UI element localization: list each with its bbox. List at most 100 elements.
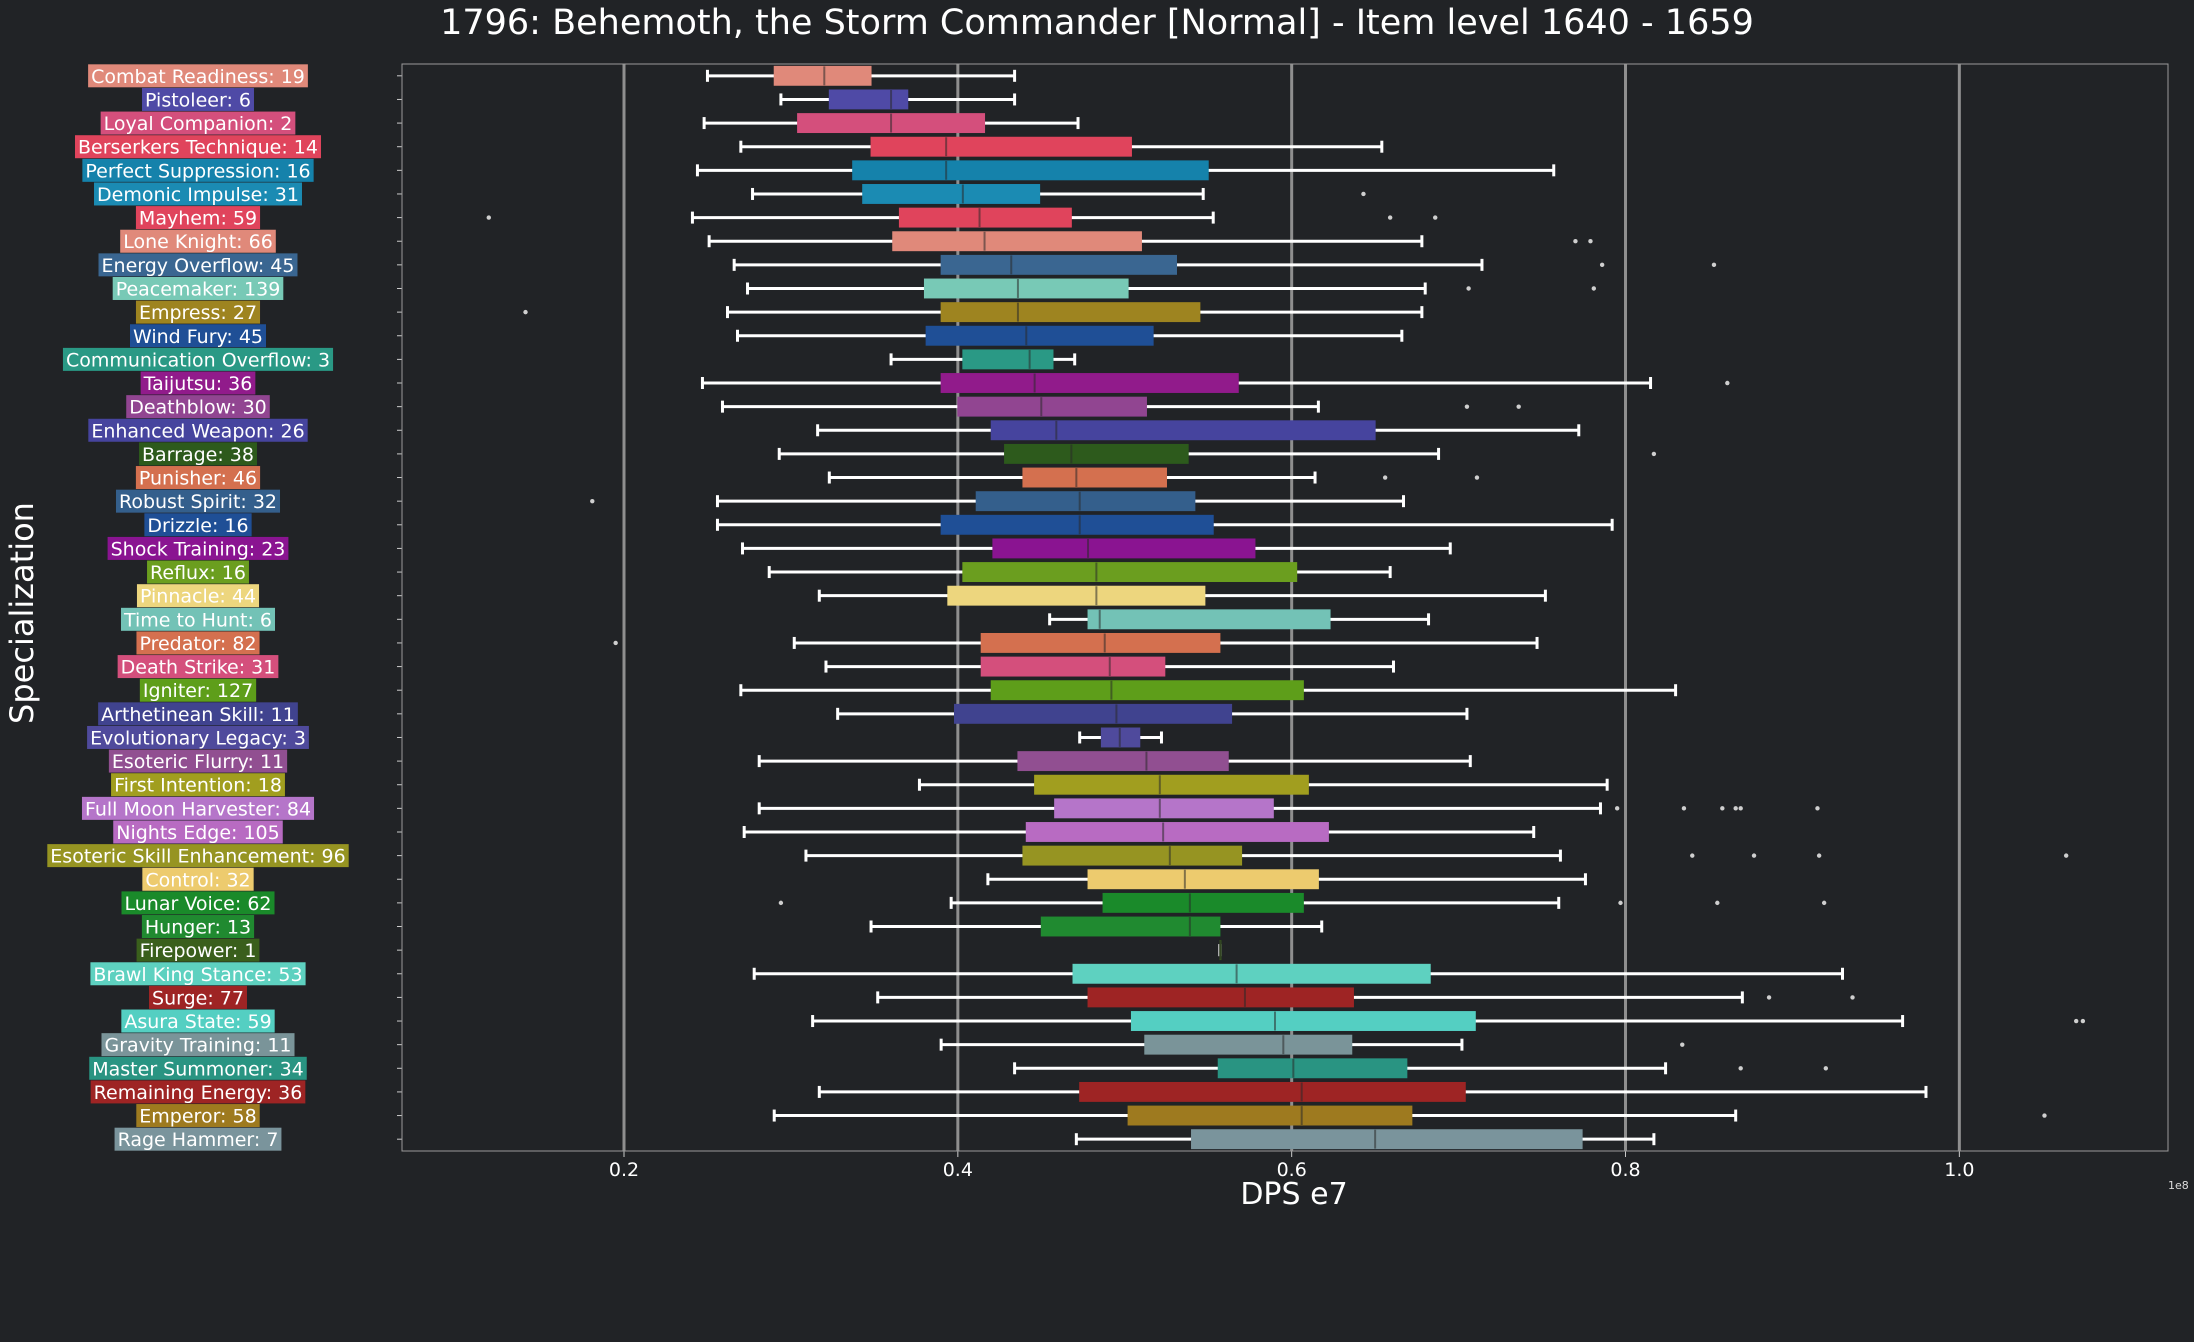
outlier-point (1815, 806, 1820, 811)
box-iqr (1004, 443, 1189, 464)
y-label: Surge: 77 (149, 985, 247, 1009)
outlier-point (1821, 900, 1827, 906)
y-label-text: Shock Training: 23 (111, 538, 286, 560)
y-label-background (121, 891, 275, 915)
y-label: Rage Hammer: 7 (114, 1127, 282, 1151)
y-label-background (142, 867, 254, 891)
box-group (397, 963, 1845, 984)
y-label: Predator: 82 (136, 631, 260, 655)
y-label-text: Surge: 77 (152, 987, 244, 1009)
outlier-point (1516, 404, 1521, 409)
y-label: Gravity Training: 11 (101, 1033, 295, 1057)
y-label-background (135, 206, 261, 230)
y-label: Arthetinean Skill: 11 (98, 702, 298, 726)
y-label-text: Enhanced Weapon: 26 (91, 420, 304, 442)
box-group (397, 491, 1406, 512)
y-label-background (100, 111, 296, 135)
box-iqr (925, 325, 1154, 346)
box-group (397, 656, 1395, 677)
box-group (397, 609, 1431, 630)
box-group (397, 396, 1521, 417)
box-group (397, 231, 1593, 252)
y-label-text: Pinnacle: 44 (140, 586, 256, 608)
y-label: Loyal Companion: 2 (100, 111, 296, 135)
box-group (397, 892, 1827, 913)
y-label: Punisher: 46 (135, 466, 261, 490)
outlier-point (1690, 853, 1695, 858)
y-label: Igniter: 127 (139, 678, 257, 702)
outlier-point (1720, 806, 1725, 811)
box-iqr (980, 656, 1166, 677)
outlier-point (1387, 215, 1393, 220)
y-label: Firepower: 1 (136, 938, 260, 962)
y-label-text: Perfect Suppression: 16 (85, 160, 310, 182)
outlier-point (1433, 215, 1438, 220)
box-iqr (1025, 822, 1329, 842)
y-label: Demonic Impulse: 31 (94, 182, 302, 206)
x-tick-label: 0.2 (609, 1159, 639, 1181)
y-label-text: Empress: 27 (139, 302, 257, 324)
y-label: Esoteric Flurry: 11 (108, 749, 288, 773)
box-iqr (1034, 774, 1309, 795)
y-label-text: Esoteric Flurry: 11 (112, 751, 284, 773)
y-label-text: Reflux: 16 (150, 562, 246, 584)
y-label-text: Remaining Energy: 36 (94, 1082, 303, 1104)
boxes (397, 65, 2086, 1150)
box-group (397, 1011, 2086, 1031)
outlier-point (1715, 900, 1720, 906)
y-label-background (135, 466, 261, 490)
y-label-text: Rage Hammer: 7 (118, 1129, 279, 1151)
y-label-text: Lone Knight: 66 (123, 231, 273, 253)
y-label-background (136, 631, 260, 655)
box-iqr (1087, 987, 1354, 1008)
y-label-text: Taijutsu: 36 (143, 373, 253, 395)
outlier-point (1361, 191, 1366, 197)
box-group (397, 1081, 1928, 1102)
y-label: Perfect Suppression: 16 (82, 158, 314, 182)
y-label: Mayhem: 59 (135, 206, 261, 230)
box-iqr (957, 396, 1147, 417)
box-iqr (940, 254, 1178, 275)
box-iqr (1054, 798, 1274, 819)
box-iqr (990, 680, 1304, 701)
y-label-background (47, 844, 349, 868)
box-group (397, 538, 1452, 559)
y-label-background (101, 1033, 295, 1057)
outlier-point (1816, 853, 1822, 858)
box-group (397, 798, 1820, 819)
y-label: Energy Overflow: 45 (98, 253, 298, 277)
box-group (397, 113, 1080, 134)
y-label-background (120, 607, 276, 631)
y-label: Robust Spirit: 32 (115, 489, 281, 513)
box-iqr (892, 231, 1142, 252)
box-iqr (1087, 869, 1319, 890)
box-group (397, 585, 1547, 606)
box-group (397, 845, 2069, 866)
y-label-text: Control: 32 (145, 869, 250, 891)
box-iqr (980, 632, 1221, 653)
y-label: Master Summoner: 34 (89, 1056, 307, 1080)
box-iqr (992, 538, 1256, 559)
y-label: Emperor: 58 (136, 1104, 260, 1128)
box-group (397, 207, 1438, 228)
y-label-background (115, 489, 281, 513)
x-tick-labels: 0.2 0.4 0.6 0.8 1.0 (609, 1159, 1975, 1181)
box-group (397, 420, 1581, 441)
box-group (397, 1105, 2047, 1126)
box-iqr (940, 373, 1239, 393)
outlier-point (1850, 995, 1855, 1000)
box-iqr (1087, 609, 1331, 630)
y-label-text: Energy Overflow: 45 (102, 255, 295, 277)
box-iqr (898, 207, 1072, 228)
outlier-point (1599, 262, 1605, 268)
y-label-background (108, 749, 288, 773)
x-tick-label: 0.4 (943, 1159, 973, 1181)
y-label: Time to Hunt: 6 (120, 607, 276, 631)
y-label: Peacemaker: 139 (112, 276, 284, 300)
box-group (397, 254, 1717, 275)
box-group (397, 751, 1472, 772)
x-tick-label: 0.8 (1610, 1159, 1640, 1181)
y-label-text: Esoteric Skill Enhancement: 96 (50, 846, 345, 868)
y-label: Esoteric Skill Enhancement: 96 (47, 844, 349, 868)
